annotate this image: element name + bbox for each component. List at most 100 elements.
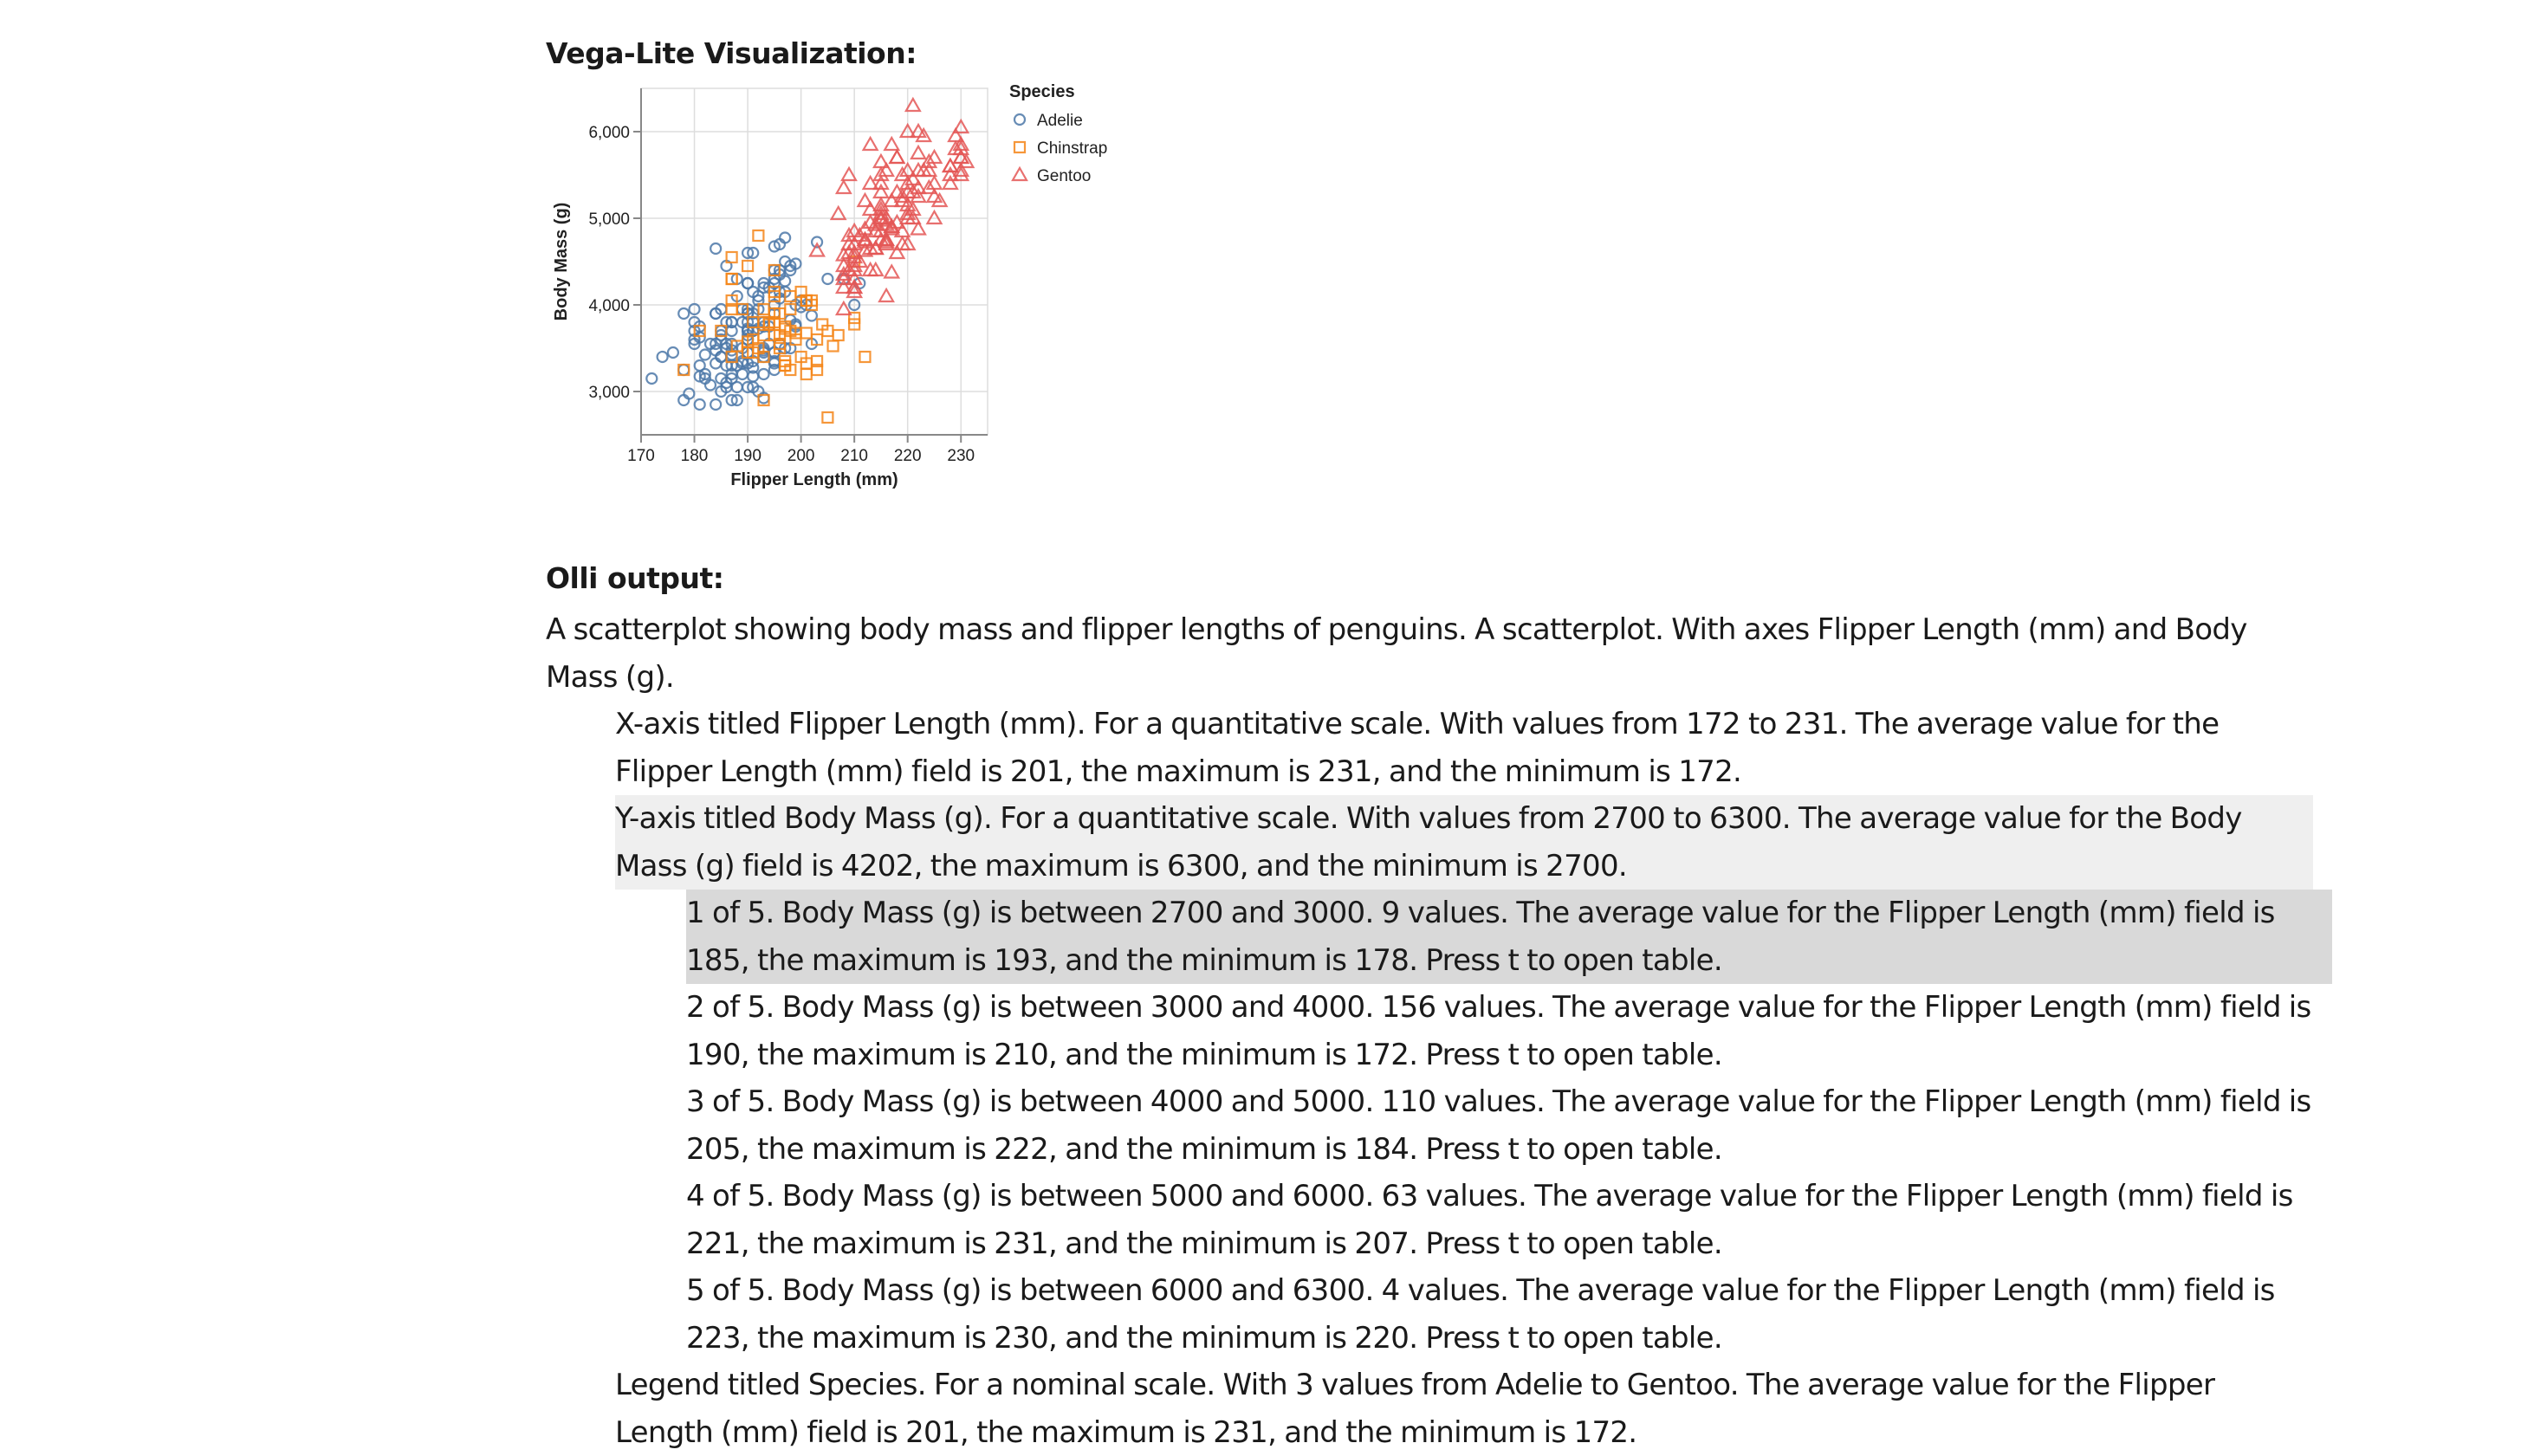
data-point-gentoo [808,242,826,257]
data-point-chinstrap [821,411,834,424]
data-point-adelie [710,398,723,411]
series-chinstrap [677,229,872,424]
data-point-gentoo [883,135,901,152]
data-point-adelie [805,309,819,322]
data-point-gentoo [883,191,901,208]
x-tick-label: 220 [894,447,922,465]
data-point-chinstrap [784,302,797,316]
data-point-gentoo [920,178,938,195]
data-point-gentoo [878,235,895,251]
tree-bin-node-5[interactable]: 5 of 5. Body Mass (g) is between 6000 an… [686,1273,2275,1356]
data-point-gentoo [856,233,874,249]
data-point-chinstrap [762,315,775,329]
data-point-chinstrap [848,318,861,331]
tree-bin-node-3[interactable]: 3 of 5. Body Mass (g) is between 4000 an… [686,1084,2311,1167]
data-point-gentoo [861,200,879,217]
data-point-adelie [741,276,755,290]
data-point-gentoo [878,287,895,303]
tree-bin-node-4[interactable]: 4 of 5. Body Mass (g) is between 5000 an… [686,1179,2293,1261]
data-point-gentoo [952,135,970,152]
vega-lite-heading: Vega-Lite Visualization: [546,36,917,70]
data-point-gentoo [893,222,911,238]
plot-frame [640,87,988,436]
data-point-gentoo [883,220,901,236]
data-point-adelie [666,346,680,359]
legend-entry-chinstrap [1013,140,1027,154]
data-point-chinstrap [747,315,760,329]
data-point-adelie [710,242,723,256]
tree-bin-node-2[interactable]: 2 of 5. Body Mass (g) is between 3000 an… [686,990,2311,1072]
data-point-gentoo [866,216,885,231]
tree-bin-node-1[interactable]: 1 of 5. Body Mass (g) is between 2700 an… [686,890,2332,984]
x-tick-label: 200 [787,447,815,465]
data-point-adelie [1013,113,1027,126]
data-point-gentoo [952,165,970,182]
scatterplot-chart: 170 180 190 200 210 220 230 3,000 4,000 5,000 6,00… [546,80,1170,513]
tree-y-axis-node[interactable]: Y-axis titled Body Mass (g). For a quant… [615,795,2313,890]
data-point-chinstrap [800,327,813,340]
data-point-chinstrap [768,263,781,277]
data-point-gentoo [840,165,858,182]
data-point-gentoo [872,152,890,169]
olli-tree[interactable]: A scatterplot showing body mass and flip… [546,606,2332,1456]
data-point-gentoo [872,222,890,238]
data-point-gentoo [888,148,906,165]
data-point-chinstrap [768,289,781,303]
data-point-chinstrap [768,328,781,342]
y-tick-label: 3,000 [588,384,630,402]
data-point-adelie [688,337,701,351]
data-point-gentoo [872,183,890,199]
data-point-gentoo [846,282,864,299]
data-point-gentoo [904,96,922,113]
data-point-gentoo [947,126,964,143]
data-point-adelie [703,379,717,392]
data-point-adelie [730,393,743,407]
data-point-chinstrap [810,333,824,346]
data-point-gentoo [910,144,927,160]
data-point-gentoo [861,239,879,256]
data-point-adelie [710,337,723,351]
data-point-gentoo [925,209,943,225]
data-point-gentoo [904,209,922,225]
data-point-chinstrap [677,363,690,377]
data-point-chinstrap [779,354,792,368]
legend-label-chinstrap: Chinstrap [1037,139,1107,158]
data-point-adelie [752,289,765,303]
y-tick-label: 4,000 [588,297,630,315]
data-point-gentoo [925,187,943,204]
data-point-gentoo [898,235,917,251]
tree-root-description[interactable]: A scatterplot showing body mass and flip… [546,612,2247,695]
data-point-chinstrap [757,393,770,407]
data-point-chinstrap [725,294,738,307]
data-point-adelie [848,298,861,312]
data-point-adelie [645,372,658,385]
data-point-gentoo [834,278,852,294]
data-point-chinstrap [805,298,819,312]
data-point-gentoo [834,246,852,262]
data-point-gentoo [888,183,906,199]
data-point-chinstrap [832,328,845,342]
data-point-chinstrap [757,302,770,316]
y-axis-title: Body Mass (g) [552,203,571,321]
data-point-gentoo [888,243,906,260]
data-point-gentoo [883,263,901,279]
data-point-adelie [710,344,723,357]
tree-legend-node[interactable]: Legend titled Species. For a nominal sca… [615,1368,2215,1450]
x-tick-label: 180 [681,447,709,465]
data-point-gentoo [920,152,938,169]
data-point-chinstrap [816,318,829,331]
data-point-adelie [656,350,669,364]
data-point-gentoo [915,126,933,143]
data-point-adelie [725,315,738,329]
data-point-chinstrap [715,324,728,338]
tree-x-axis-node[interactable]: X-axis titled Flipper Length (mm). For a… [615,707,2220,789]
data-point-gentoo [856,191,874,208]
data-point-gentoo [898,174,917,191]
data-point-gentoo [866,261,885,277]
data-point-gentoo [910,187,927,204]
data-point-gentoo [904,183,922,199]
data-point-gentoo [834,300,852,316]
data-point-chinstrap [747,333,760,346]
data-point-gentoo [834,269,852,286]
data-point-adelie [725,372,738,385]
